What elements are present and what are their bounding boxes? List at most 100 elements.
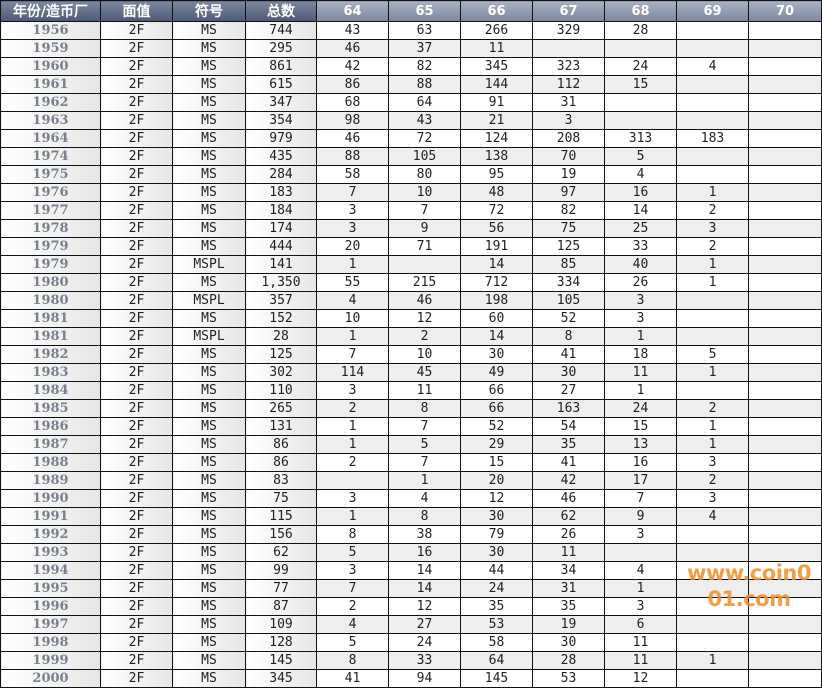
cell-denomination: 2F [100,255,173,274]
cell-designation: MS [172,417,246,436]
cell-year: 1989 [0,471,101,490]
cell-grade-67: 52 [532,309,605,328]
table-row: 1981 2F MS 152 10 12 60 52 3 [0,309,822,328]
cell-designation: MS [172,597,246,616]
cell-grade-65: 16 [388,543,461,562]
cell-grade-65: 45 [388,363,461,382]
cell-total: 979 [245,129,317,148]
cell-grade-65: 7 [388,201,461,220]
cell-grade-70 [748,417,822,436]
cell-grade-65: 24 [388,633,461,652]
cell-total: 354 [245,111,317,130]
cell-grade-67: 30 [532,363,605,382]
cell-grade-68: 18 [604,345,677,364]
cell-designation: MS [172,561,246,580]
cell-grade-67: 329 [532,21,605,40]
cell-grade-70 [748,579,822,598]
cell-grade-66: 145 [460,669,533,688]
cell-grade-66: 14 [460,255,533,274]
cell-grade-69: 1 [676,363,749,382]
cell-grade-66: 72 [460,201,533,220]
cell-year: 1978 [0,219,101,238]
cell-grade-68: 28 [604,21,677,40]
cell-grade-64: 42 [316,57,389,76]
cell-grade-68: 12 [604,669,677,688]
cell-grade-68: 1 [604,381,677,400]
cell-grade-65: 8 [388,399,461,418]
cell-grade-66: 52 [460,417,533,436]
cell-grade-69: 1 [676,651,749,670]
cell-year: 1976 [0,183,101,202]
cell-grade-67: 46 [532,489,605,508]
cell-grade-66: 345 [460,57,533,76]
cell-grade-70 [748,201,822,220]
cell-designation: MS [172,39,246,58]
cell-grade-66: 30 [460,543,533,562]
cell-grade-69 [676,579,749,598]
cell-year: 1963 [0,111,101,130]
cell-year: 1985 [0,399,101,418]
cell-grade-68: 4 [604,561,677,580]
cell-designation: MS [172,21,246,40]
cell-grade-69 [676,75,749,94]
cell-denomination: 2F [100,507,173,526]
cell-year: 1996 [0,597,101,616]
cell-designation: MS [172,237,246,256]
cell-total: 1,350 [245,273,317,292]
cell-grade-66: 79 [460,525,533,544]
cell-grade-69: 1 [676,255,749,274]
cell-total: 156 [245,525,317,544]
cell-grade-64: 10 [316,309,389,328]
cell-designation: MS [172,615,246,634]
table-row: 1987 2F MS 86 1 5 29 35 13 1 [0,435,822,454]
cell-grade-66: 712 [460,273,533,292]
cell-year: 1960 [0,57,101,76]
cell-grade-70 [748,543,822,562]
cell-designation: MS [172,543,246,562]
cell-denomination: 2F [100,597,173,616]
cell-designation: MS [172,345,246,364]
cell-grade-67: 208 [532,129,605,148]
cell-grade-65: 33 [388,651,461,670]
cell-designation: MS [172,669,246,688]
cell-grade-69: 2 [676,399,749,418]
cell-year: 1983 [0,363,101,382]
cell-grade-70 [748,399,822,418]
column-header-grade-68: 68 [604,0,677,22]
cell-grade-65: 14 [388,579,461,598]
cell-grade-64 [316,471,389,490]
cell-grade-64: 8 [316,525,389,544]
cell-grade-66: 53 [460,615,533,634]
cell-grade-69 [676,381,749,400]
cell-grade-67: 125 [532,237,605,256]
column-header-grade-69: 69 [676,0,749,22]
cell-designation: MS [172,525,246,544]
column-header-grade-70: 70 [748,0,822,22]
cell-grade-70 [748,435,822,454]
cell-grade-65: 105 [388,147,461,166]
cell-year: 1974 [0,147,101,166]
cell-grade-64: 2 [316,453,389,472]
cell-year: 1991 [0,507,101,526]
cell-total: 861 [245,57,317,76]
table-row: 1975 2F MS 284 58 80 95 19 4 [0,165,822,184]
cell-grade-69: 3 [676,489,749,508]
table-row: 1991 2F MS 115 1 8 30 62 9 4 [0,507,822,526]
cell-grade-65: 10 [388,345,461,364]
cell-grade-64: 3 [316,489,389,508]
cell-grade-66: 30 [460,345,533,364]
cell-total: 265 [245,399,317,418]
cell-grade-70 [748,507,822,526]
cell-total: 109 [245,615,317,634]
cell-designation: MS [172,579,246,598]
cell-grade-69 [676,39,749,58]
cell-year: 1980 [0,273,101,292]
cell-total: 86 [245,435,317,454]
cell-year: 1982 [0,345,101,364]
cell-grade-65: 63 [388,21,461,40]
cell-denomination: 2F [100,561,173,580]
cell-year: 1984 [0,381,101,400]
cell-denomination: 2F [100,399,173,418]
cell-grade-66: 60 [460,309,533,328]
cell-grade-64: 1 [316,507,389,526]
